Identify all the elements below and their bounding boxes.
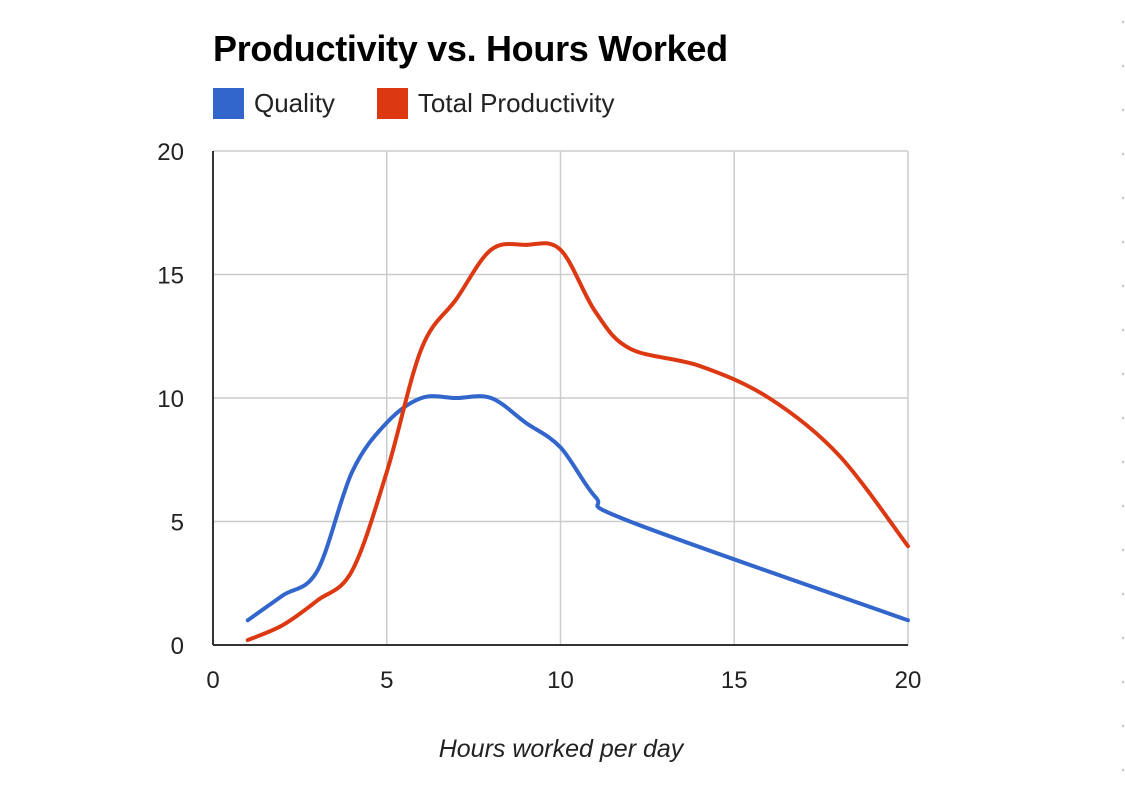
legend-label-quality: Quality [254,87,335,118]
x-axis-title: Hours worked per day [439,735,685,763]
tick-labels: 0 5 10 15 20 0 5 10 15 20 [157,139,921,694]
legend: Quality Total Productivity [213,86,656,120]
legend-item-quality[interactable]: Quality [213,87,335,119]
x-tick-label-15: 15 [721,667,748,694]
chart-title: Productivity vs. Hours Worked [213,28,728,69]
axes [212,151,908,646]
x-tick-label-20: 20 [895,667,922,694]
series-line-quality [245,394,910,623]
y-tick-label-0: 0 [171,633,184,660]
series-layer [245,241,910,643]
x-tick-label-10: 10 [547,667,574,694]
series-line-total-productivity [245,241,910,643]
legend-swatch-quality [213,87,244,119]
y-tick-label-20: 20 [157,139,184,166]
legend-swatch-total-productivity [376,87,408,119]
y-tick-label-10: 10 [157,386,184,413]
legend-item-total-productivity[interactable]: Total Productivity [376,87,615,119]
legend-label-total-productivity: Total Productivity [417,87,615,118]
y-tick-label-5: 5 [171,510,184,537]
gridlines [213,150,909,645]
y-tick-label-15: 15 [157,263,184,290]
x-tick-label-0: 0 [206,667,219,694]
x-tick-label-5: 5 [380,667,393,694]
page-edge-dots [1121,0,1125,799]
